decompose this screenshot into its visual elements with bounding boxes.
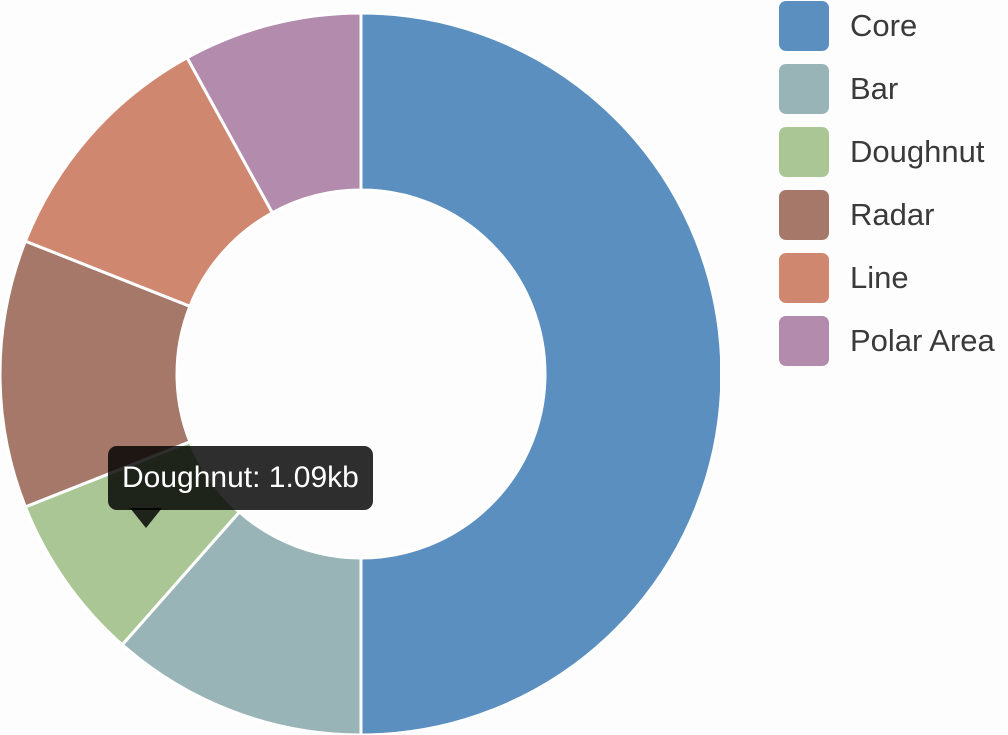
legend-label: Line	[850, 260, 909, 295]
legend-label: Doughnut	[850, 134, 985, 169]
legend-label: Radar	[850, 197, 935, 232]
slice-bar[interactable]	[120, 509, 363, 735]
chart-tooltip: Doughnut: 1.09kb	[108, 446, 373, 510]
legend-swatch	[779, 190, 829, 240]
legend-item-bar[interactable]: Bar	[779, 64, 1008, 114]
legend-swatch	[779, 316, 829, 366]
slice-core[interactable]	[359, 11, 720, 735]
legend-label: Bar	[850, 71, 899, 106]
doughnut-plot	[0, 11, 720, 735]
slice-polar-area[interactable]	[185, 11, 363, 215]
slice-radar[interactable]	[0, 239, 192, 509]
legend-swatch	[779, 127, 829, 177]
legend-label: Core	[850, 8, 918, 43]
tooltip-caret	[130, 508, 162, 528]
legend-label: Polar Area	[850, 323, 995, 358]
legend-item-radar[interactable]: Radar	[779, 190, 1008, 240]
legend-item-doughnut[interactable]: Doughnut	[779, 127, 1008, 177]
legend-item-core[interactable]: Core	[779, 1, 1008, 51]
legend-swatch	[779, 64, 829, 114]
legend-swatch	[779, 253, 829, 303]
legend-swatch	[779, 1, 829, 51]
legend-item-polar-area[interactable]: Polar Area	[779, 316, 1008, 366]
legend-item-line[interactable]: Line	[779, 253, 1008, 303]
